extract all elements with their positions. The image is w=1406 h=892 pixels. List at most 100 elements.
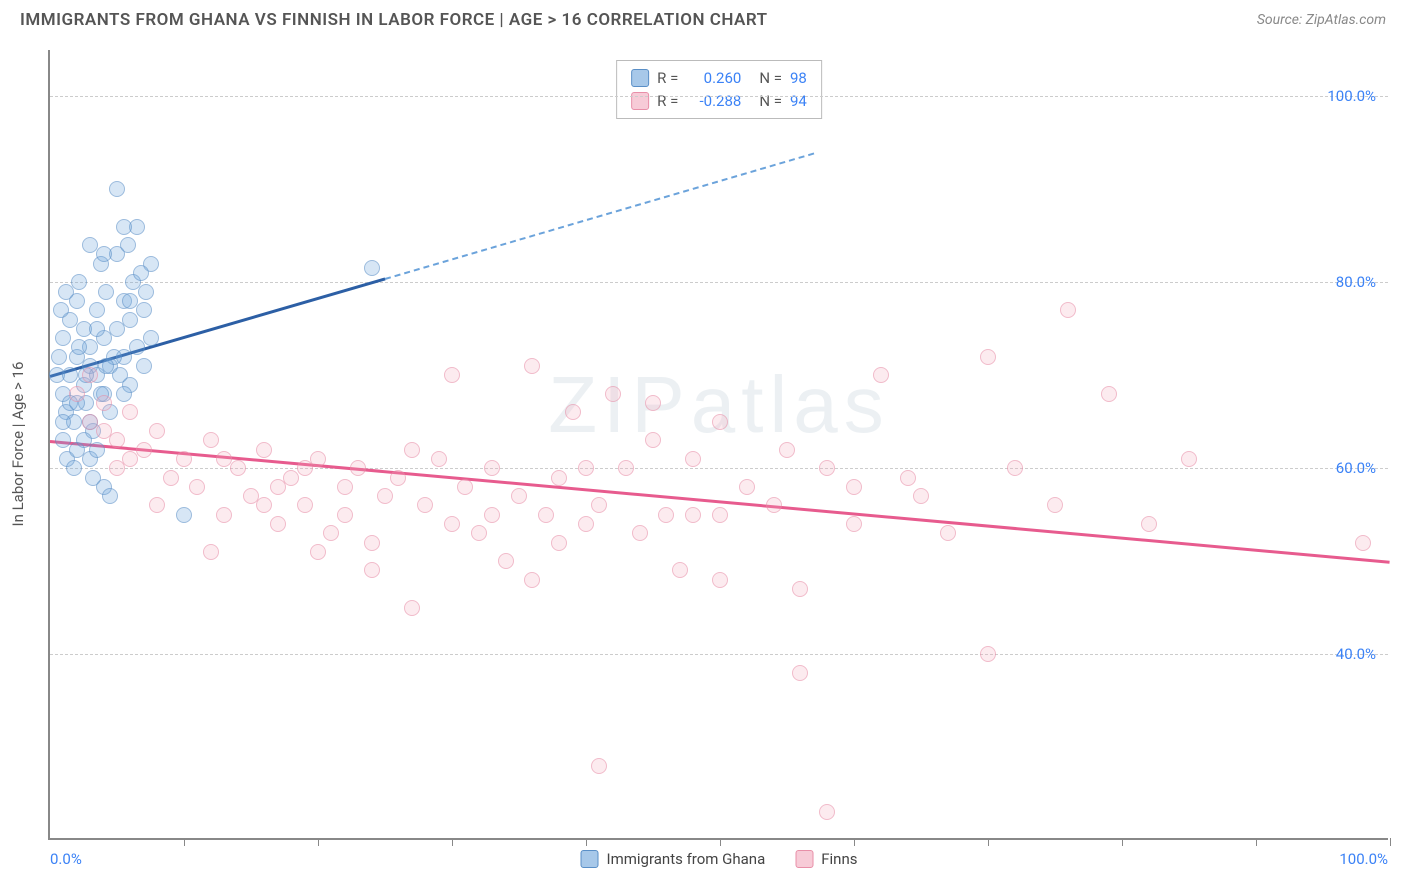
data-point xyxy=(618,460,634,476)
data-point xyxy=(404,442,420,458)
data-point xyxy=(846,479,862,495)
data-point xyxy=(69,386,85,402)
data-point xyxy=(444,367,460,383)
data-point xyxy=(1047,497,1063,513)
x-tick xyxy=(720,838,721,846)
data-point xyxy=(390,470,406,486)
data-point xyxy=(133,265,149,281)
x-tick xyxy=(1122,838,1123,846)
data-point xyxy=(364,562,380,578)
data-point xyxy=(96,395,112,411)
data-point xyxy=(471,525,487,541)
data-point xyxy=(980,349,996,365)
data-point xyxy=(605,386,621,402)
data-point xyxy=(89,302,105,318)
data-point xyxy=(498,553,514,569)
gridline xyxy=(50,654,1388,655)
data-point xyxy=(149,497,165,513)
data-point xyxy=(116,219,132,235)
y-tick-label: 60.0% xyxy=(1336,459,1376,477)
data-point xyxy=(98,358,114,374)
y-tick-label: 40.0% xyxy=(1336,645,1376,663)
data-point xyxy=(1101,386,1117,402)
swatch-blue-icon xyxy=(631,69,649,87)
gridline xyxy=(50,96,1388,97)
data-point xyxy=(578,516,594,532)
data-point xyxy=(55,414,71,430)
data-point xyxy=(270,516,286,532)
data-point xyxy=(712,507,728,523)
x-tick xyxy=(854,838,855,846)
data-point xyxy=(256,497,272,513)
data-point xyxy=(645,432,661,448)
legend-item-finns: Finns xyxy=(795,850,857,868)
x-tick xyxy=(318,838,319,846)
data-point xyxy=(176,507,192,523)
data-point xyxy=(71,274,87,290)
legend-row-finns: R = -0.288 N = 94 xyxy=(631,90,807,113)
data-point xyxy=(350,460,366,476)
data-point xyxy=(96,423,112,439)
x-tick xyxy=(1390,838,1391,846)
data-point xyxy=(136,358,152,374)
data-point xyxy=(310,451,326,467)
data-point xyxy=(66,460,82,476)
scatter-chart: ZIPatlas In Labor Force | Age > 16 R = 0… xyxy=(48,50,1388,840)
series-legend: Immigrants from Ghana Finns xyxy=(581,850,858,868)
data-point xyxy=(109,181,125,197)
data-point xyxy=(819,460,835,476)
source-link[interactable]: ZipAtlas.com xyxy=(1306,12,1386,28)
data-point xyxy=(457,479,473,495)
x-tick xyxy=(586,838,587,846)
data-point xyxy=(122,293,138,309)
watermark: ZIPatlas xyxy=(548,359,889,451)
data-point xyxy=(143,330,159,346)
swatch-pink-icon xyxy=(631,92,649,110)
data-point xyxy=(551,470,567,486)
data-point xyxy=(310,544,326,560)
data-point xyxy=(484,460,500,476)
data-point xyxy=(109,432,125,448)
trend-line xyxy=(385,152,814,279)
swatch-pink-icon xyxy=(795,850,813,868)
data-point xyxy=(96,246,112,262)
y-tick-label: 80.0% xyxy=(1336,273,1376,291)
data-point xyxy=(203,432,219,448)
data-point xyxy=(819,804,835,820)
data-point xyxy=(256,442,272,458)
data-point xyxy=(632,525,648,541)
data-point xyxy=(404,600,420,616)
data-point xyxy=(71,339,87,355)
data-point xyxy=(417,497,433,513)
x-tick xyxy=(988,838,989,846)
data-point xyxy=(779,442,795,458)
data-point xyxy=(940,525,956,541)
data-point xyxy=(712,572,728,588)
data-point xyxy=(1141,516,1157,532)
data-point xyxy=(297,460,313,476)
data-point xyxy=(364,535,380,551)
x-tick xyxy=(1256,838,1257,846)
data-point xyxy=(203,544,219,560)
data-point xyxy=(136,442,152,458)
legend-label-finns: Finns xyxy=(821,850,857,868)
data-point xyxy=(1355,535,1371,551)
data-point xyxy=(122,404,138,420)
data-point xyxy=(270,479,286,495)
data-point xyxy=(913,488,929,504)
data-point xyxy=(511,488,527,504)
data-point xyxy=(1007,460,1023,476)
data-point xyxy=(323,525,339,541)
n-value-finns: 94 xyxy=(790,90,807,113)
data-point xyxy=(444,516,460,532)
data-point xyxy=(846,516,862,532)
swatch-blue-icon xyxy=(581,850,599,868)
r-label: R = xyxy=(657,67,678,90)
chart-title: IMMIGRANTS FROM GHANA VS FINNISH IN LABO… xyxy=(20,10,768,30)
data-point xyxy=(591,758,607,774)
data-point xyxy=(980,646,996,662)
data-point xyxy=(672,562,688,578)
data-point xyxy=(337,479,353,495)
source-label: Source: xyxy=(1257,12,1306,28)
n-label: N = xyxy=(759,90,782,113)
